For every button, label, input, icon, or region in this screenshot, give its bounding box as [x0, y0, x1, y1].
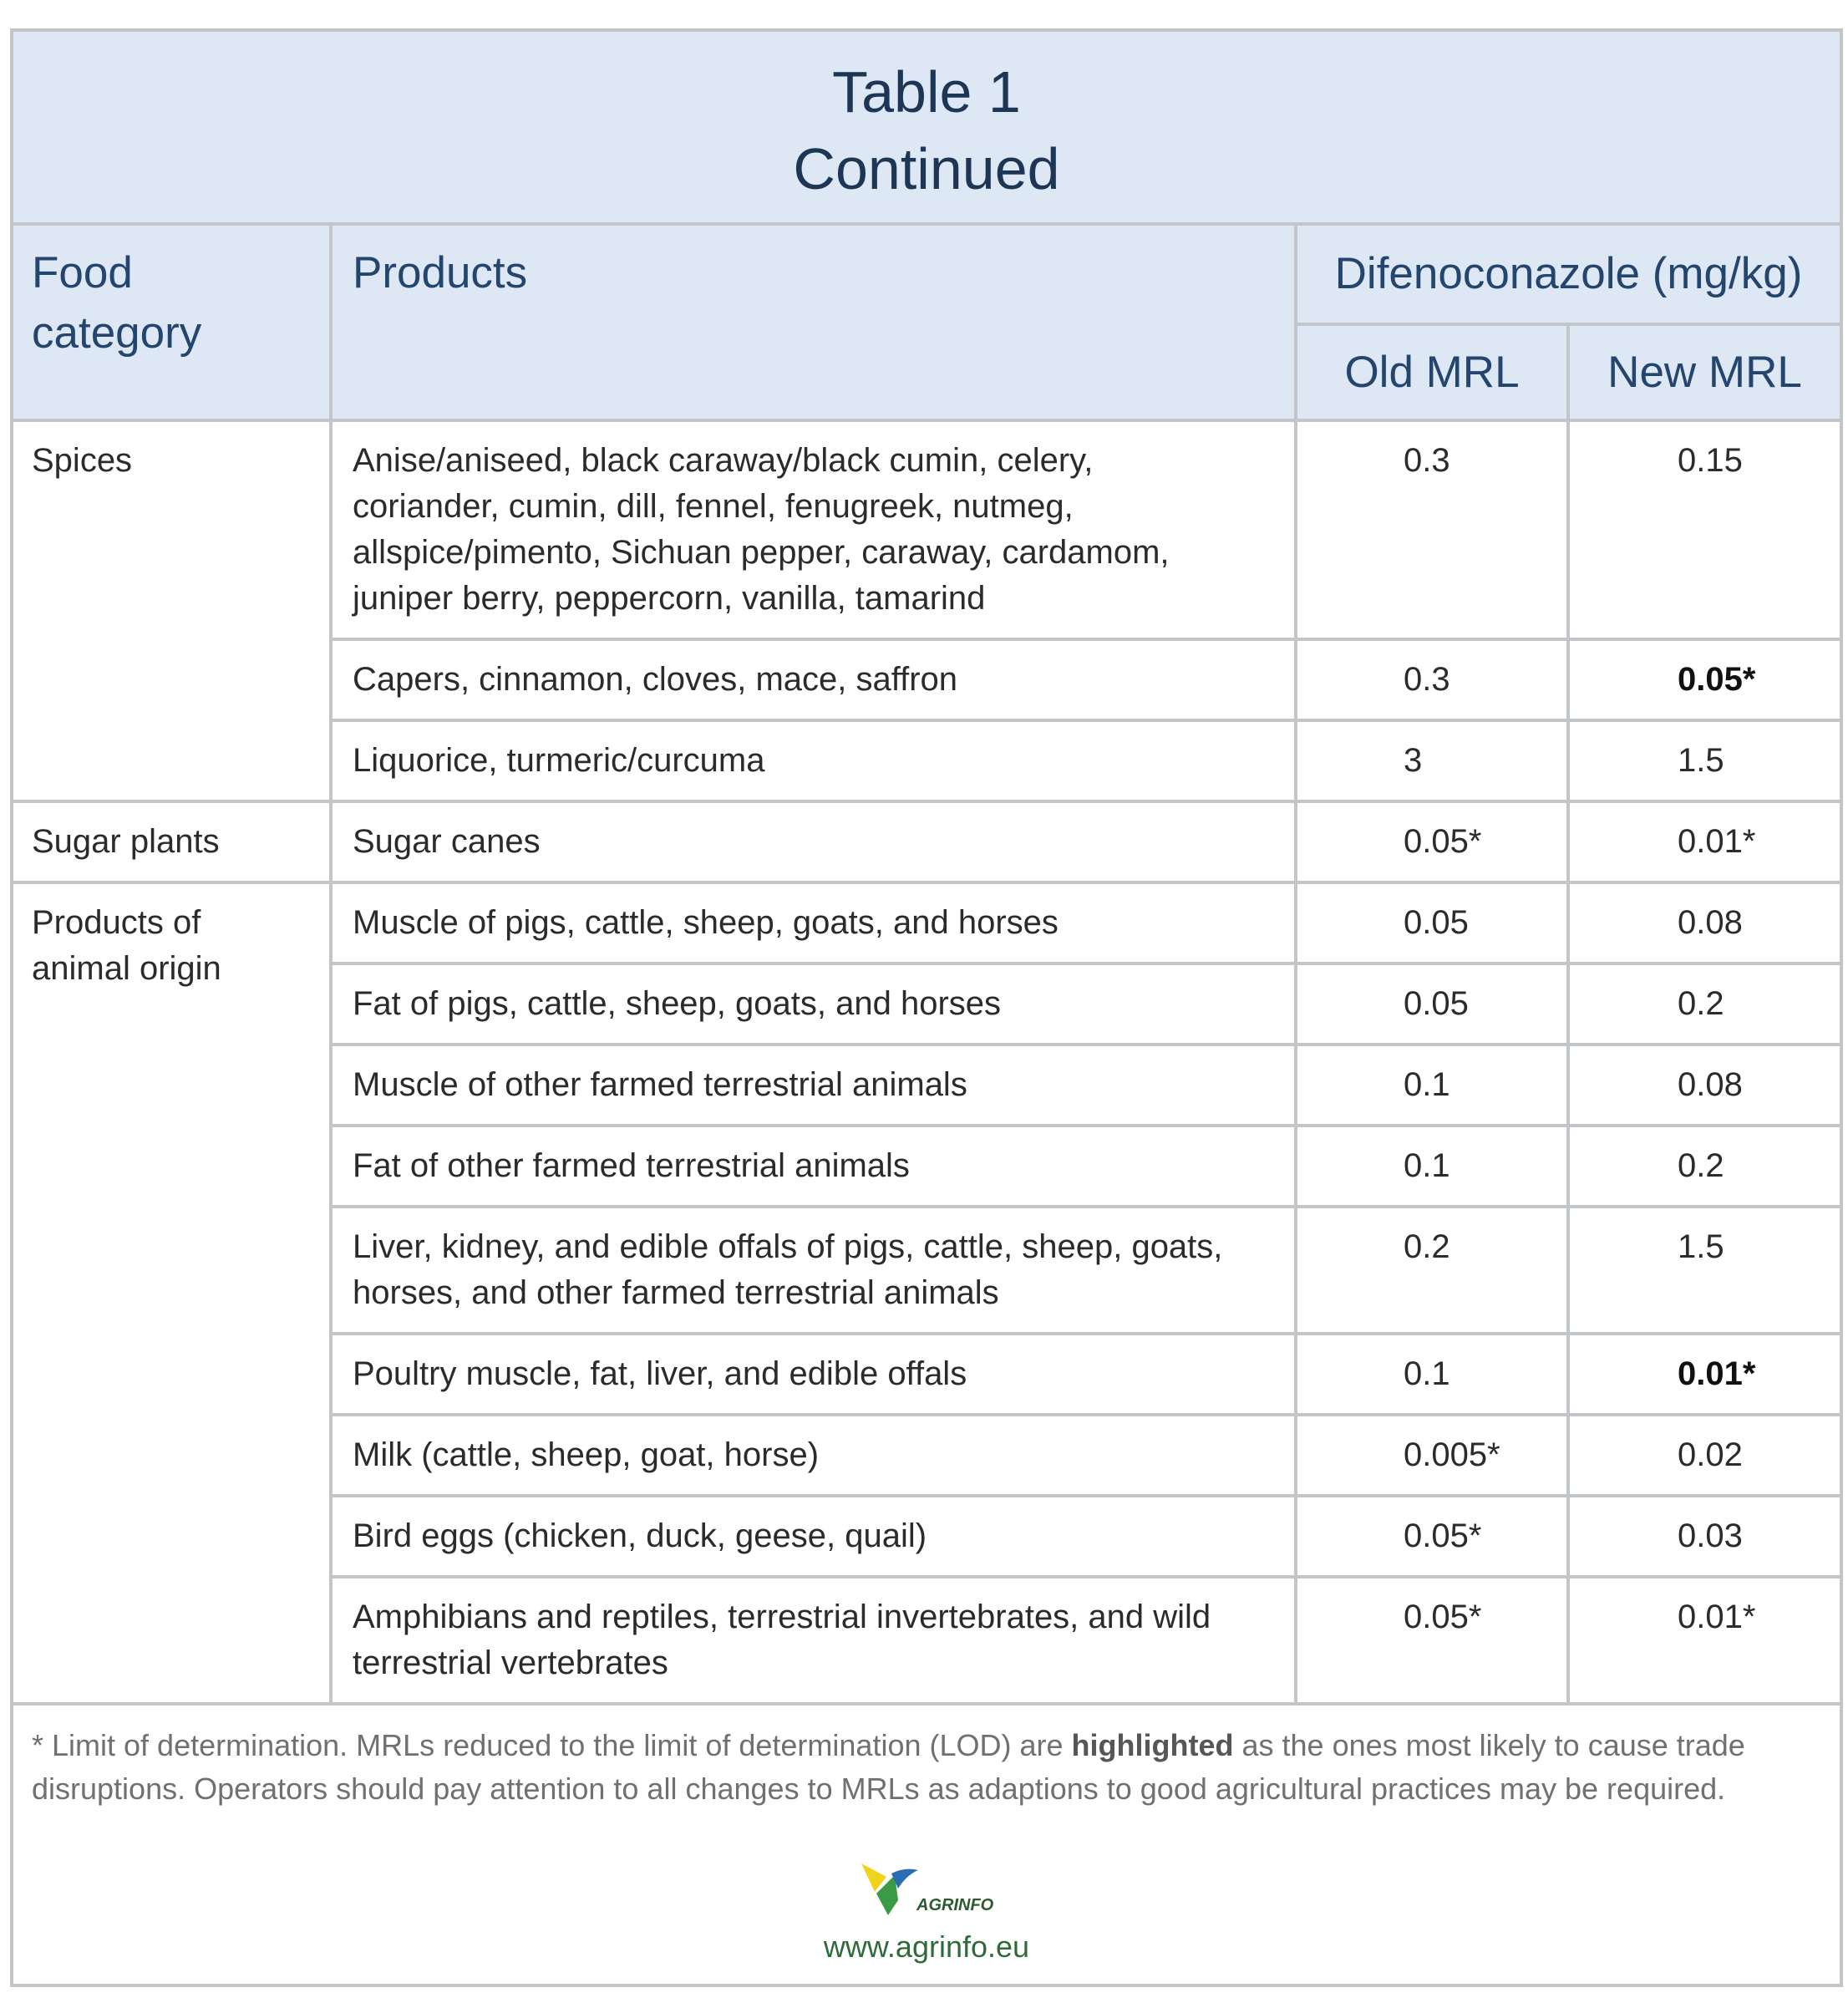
table-frame: Table 1 Continued Food category Products…: [10, 28, 1843, 1987]
header-food-category: Food category: [12, 224, 333, 422]
new-mrl-cell: 0.03: [1566, 1494, 1841, 1578]
old-mrl-cell: 0.005*: [1294, 1413, 1570, 1497]
footnote-section: * Limit of determination. MRLs reduced t…: [13, 1702, 1840, 1984]
website-url: www.agrinfo.eu: [823, 1929, 1030, 1964]
old-mrl-cell: 0.2: [1294, 1205, 1570, 1335]
category-cell-animal-origin: Products of animal origin: [12, 881, 333, 1704]
table-row: Muscle of other farmed terrestrial anima…: [13, 1043, 1841, 1127]
table-title-line1: Table 1: [832, 59, 1021, 125]
table-row: Fat of pigs, cattle, sheep, goats, and h…: [13, 962, 1841, 1046]
new-mrl-cell: 0.08: [1566, 881, 1841, 965]
header-row-1: Food category Products Difenoconazole (m…: [12, 224, 1841, 422]
table-row: Milk (cattle, sheep, goat, horse) 0.005*…: [13, 1413, 1841, 1497]
footnote-text-before: * Limit of determination. MRLs reduced t…: [32, 1728, 1072, 1762]
products-cell: Sugar canes: [329, 800, 1297, 884]
products-cell: Capers, cinnamon, cloves, mace, saffron: [329, 638, 1297, 722]
products-cell: Amphibians and reptiles, terrestrial inv…: [329, 1575, 1297, 1704]
table-title-line2: Continued: [793, 136, 1060, 201]
header-products: Products: [329, 224, 1297, 422]
products-cell: Liquorice, turmeric/curcuma: [329, 719, 1297, 803]
table-row: Bird eggs (chicken, duck, geese, quail) …: [13, 1494, 1841, 1578]
old-mrl-cell: 0.1: [1294, 1124, 1570, 1208]
new-mrl-cell: 0.08: [1566, 1043, 1841, 1127]
old-mrl-cell: 0.05*: [1294, 1494, 1570, 1578]
table-header: Food category Products Difenoconazole (m…: [12, 224, 1841, 422]
old-mrl-cell: 0.1: [1294, 1043, 1570, 1127]
products-cell: Fat of pigs, cattle, sheep, goats, and h…: [329, 962, 1297, 1046]
table-row: Amphibians and reptiles, terrestrial inv…: [13, 1575, 1841, 1704]
products-cell: Milk (cattle, sheep, goat, horse): [329, 1413, 1297, 1497]
old-mrl-cell: 0.05: [1294, 962, 1570, 1046]
category-cell-sugar-plants: Sugar plants: [12, 800, 333, 884]
category-cell-spices: Spices: [12, 419, 333, 803]
products-cell: Muscle of other farmed terrestrial anima…: [329, 1043, 1297, 1127]
mrl-table: Food category Products Difenoconazole (m…: [12, 224, 1841, 1704]
logo-blue-swoosh-shape: [891, 1868, 918, 1889]
old-mrl-cell: 0.05*: [1294, 1575, 1570, 1704]
old-mrl-cell: 0.3: [1294, 419, 1570, 641]
footnote-highlighted-word: highlighted: [1071, 1728, 1234, 1762]
products-cell: Fat of other farmed terrestrial animals: [329, 1124, 1297, 1208]
products-cell: Poultry muscle, fat, liver, and edible o…: [329, 1332, 1297, 1416]
header-row-2: Old MRL New MRL: [13, 323, 1841, 422]
table-row: Spices Anise/aniseed, black caraway/blac…: [12, 419, 1841, 803]
table-row: Liver, kidney, and edible offals of pigs…: [13, 1205, 1841, 1335]
table-row: Liquorice, turmeric/curcuma 3 1.5: [13, 719, 1841, 803]
header-new-mrl: New MRL: [1566, 323, 1841, 422]
new-mrl-cell: 0.01*: [1566, 1332, 1841, 1416]
table-row: Fat of other farmed terrestrial animals …: [13, 1124, 1841, 1208]
table-row: Products of animal origin Muscle of pigs…: [12, 881, 1841, 1704]
footnote-text-after: as the ones most likely to cause trade d…: [32, 1728, 1745, 1806]
header-substance: Difenoconazole (mg/kg): [1294, 224, 1841, 326]
products-cell: Muscle of pigs, cattle, sheep, goats, an…: [329, 881, 1297, 965]
agrinfo-logo-icon: AGRINFO: [861, 1863, 994, 1915]
products-cell: Liver, kidney, and edible offals of pigs…: [329, 1205, 1297, 1335]
old-mrl-cell: 0.1: [1294, 1332, 1570, 1416]
table-row: Capers, cinnamon, cloves, mace, saffron …: [13, 638, 1841, 722]
logo-yellow-leaf-shape: [861, 1863, 886, 1892]
new-mrl-cell: 0.01*: [1566, 1575, 1841, 1704]
new-mrl-cell: 1.5: [1566, 719, 1841, 803]
header-old-mrl: Old MRL: [1294, 323, 1570, 422]
old-mrl-cell: 0.3: [1294, 638, 1570, 722]
table-title: Table 1 Continued: [13, 32, 1840, 226]
table-row: Sugar plants Sugar canes 0.05* 0.01*: [12, 800, 1841, 884]
new-mrl-cell: 0.02: [1566, 1413, 1841, 1497]
new-mrl-cell: 0.15: [1566, 419, 1841, 641]
table-row: Poultry muscle, fat, liver, and edible o…: [13, 1332, 1841, 1416]
logo-wordmark: AGRINFO: [916, 1896, 994, 1914]
new-mrl-cell: 0.05*: [1566, 638, 1841, 722]
old-mrl-cell: 0.05*: [1294, 800, 1570, 884]
old-mrl-cell: 3: [1294, 719, 1570, 803]
footnote-text: * Limit of determination. MRLs reduced t…: [32, 1724, 1818, 1811]
products-cell: Anise/aniseed, black caraway/black cumin…: [329, 419, 1297, 641]
products-cell: Bird eggs (chicken, duck, geese, quail): [329, 1494, 1297, 1578]
table-body: Spices Anise/aniseed, black caraway/blac…: [12, 419, 1841, 1704]
new-mrl-cell: 0.2: [1566, 1124, 1841, 1208]
logo-green-leaf-shape: [876, 1875, 898, 1915]
new-mrl-cell: 0.01*: [1566, 800, 1841, 884]
new-mrl-cell: 0.2: [1566, 962, 1841, 1046]
new-mrl-cell: 1.5: [1566, 1205, 1841, 1335]
old-mrl-cell: 0.05: [1294, 881, 1570, 965]
